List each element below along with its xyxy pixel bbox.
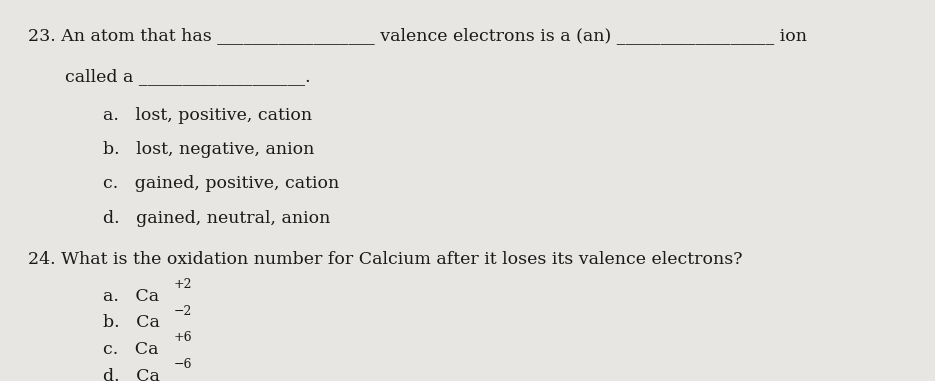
Text: 23. An atom that has __________________ valence electrons is a (an) ____________: 23. An atom that has __________________ …: [28, 27, 807, 44]
Text: +6: +6: [174, 331, 193, 344]
Text: d.   Ca: d. Ca: [103, 368, 160, 381]
Text: +2: +2: [174, 278, 193, 291]
Text: called a ___________________.: called a ___________________.: [65, 69, 311, 86]
Text: b.   lost, negative, anion: b. lost, negative, anion: [103, 141, 314, 158]
Text: d.   gained, neutral, anion: d. gained, neutral, anion: [103, 210, 330, 227]
Text: a.   Ca: a. Ca: [103, 288, 159, 305]
Text: c.   gained, positive, cation: c. gained, positive, cation: [103, 175, 339, 192]
Text: −6: −6: [174, 358, 193, 371]
Text: −2: −2: [174, 305, 193, 318]
Text: c.   Ca: c. Ca: [103, 341, 158, 358]
Text: a.   lost, positive, cation: a. lost, positive, cation: [103, 107, 312, 124]
Text: 24. What is the oxidation number for Calcium after it loses its valence electron: 24. What is the oxidation number for Cal…: [28, 251, 742, 269]
Text: b.   Ca: b. Ca: [103, 314, 160, 331]
